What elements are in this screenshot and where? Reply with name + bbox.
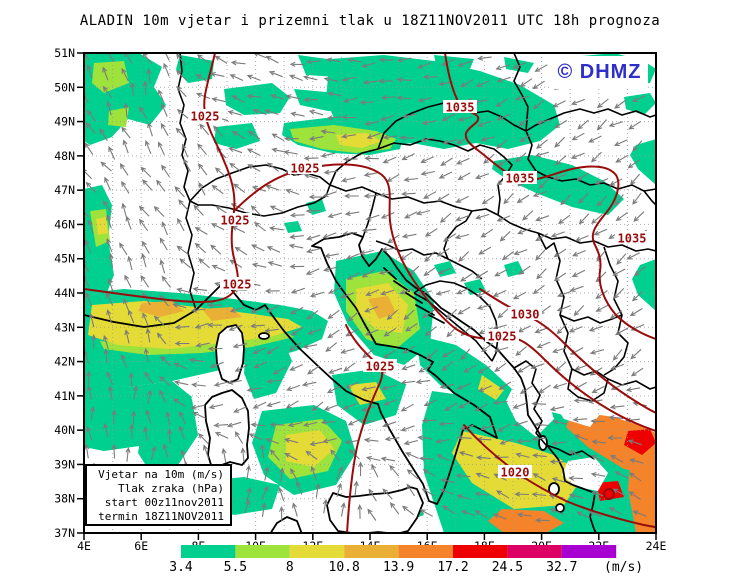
legend-line-termin: termin 18Z11NOV2011 bbox=[98, 510, 224, 523]
colorbar-tick-label: 17.2 bbox=[437, 560, 468, 575]
svg-text:1030: 1030 bbox=[511, 308, 540, 322]
colorbar-segment bbox=[453, 545, 508, 558]
colorbar-segment bbox=[344, 545, 399, 558]
colorbar-segment bbox=[561, 545, 617, 558]
lat-tick-label: 40N bbox=[54, 423, 75, 437]
colorbar-segment bbox=[507, 545, 562, 558]
lat-axis: 51N 50N 49N 48N 47N 46N 45N 44N 43N 42N 41N 40N 39N 3… bbox=[54, 46, 84, 540]
legend-line-pressure: Tlak zraka (hPa) bbox=[118, 482, 224, 495]
svg-text:1025: 1025 bbox=[221, 214, 250, 228]
lat-tick-label: 49N bbox=[54, 115, 75, 129]
lat-tick-label: 37N bbox=[54, 526, 75, 540]
colorbar-unit: (m/s) bbox=[604, 560, 643, 575]
isobar-label: 1035 bbox=[615, 231, 649, 246]
isobar-label: 1035 bbox=[503, 171, 537, 186]
legend-line-start: start 00z11nov2011 bbox=[104, 496, 224, 509]
colorbar-segment bbox=[235, 545, 290, 558]
isobar-label: 1030 bbox=[508, 307, 542, 322]
lat-tick-label: 43N bbox=[54, 320, 75, 334]
lat-tick-label: 41N bbox=[54, 389, 75, 403]
isobar-label: 1020 bbox=[498, 465, 532, 480]
colorbar-tick-label: 32.7 bbox=[546, 560, 577, 575]
lat-tick-label: 39N bbox=[54, 457, 75, 471]
svg-text:1035: 1035 bbox=[446, 101, 475, 115]
page-title: ALADIN 10m vjetar i prizemni tlak u 18Z1… bbox=[79, 13, 661, 29]
legend-line-wind: Vjetar na 10m (m/s) bbox=[98, 468, 224, 481]
isobar-label: 1025 bbox=[363, 359, 397, 374]
colorbar-tick-label: 3.4 bbox=[169, 560, 193, 575]
colorbar-segment bbox=[398, 545, 453, 558]
lat-tick-label: 50N bbox=[54, 80, 75, 94]
dhmz-watermark: © DHMZ bbox=[551, 56, 648, 89]
lon-tick-label: 24E bbox=[646, 539, 667, 553]
svg-text:1025: 1025 bbox=[223, 278, 252, 292]
svg-text:1035: 1035 bbox=[506, 172, 535, 186]
lat-tick-label: 48N bbox=[54, 149, 75, 163]
lat-tick-label: 42N bbox=[54, 355, 75, 369]
colorbar-tick-label: 5.5 bbox=[224, 560, 247, 575]
lon-tick-label: 6E bbox=[134, 539, 148, 553]
colorbar-tick-label: 13.9 bbox=[383, 560, 414, 575]
map-area: 1025 1025 1025 1025 1025 1025 1030 1035 1035 1035… bbox=[84, 53, 656, 533]
wind-speed-shading bbox=[84, 53, 656, 533]
lat-tick-label: 44N bbox=[54, 286, 75, 300]
lat-tick-label: 51N bbox=[54, 46, 75, 60]
colorbar-tick-label: 24.5 bbox=[492, 560, 523, 575]
lat-tick-label: 45N bbox=[54, 252, 75, 266]
isobar-label: 1025 bbox=[220, 277, 254, 292]
lat-tick-label: 46N bbox=[54, 217, 75, 231]
isobar-label: 1025 bbox=[288, 161, 322, 176]
svg-text:1025: 1025 bbox=[366, 360, 395, 374]
isobar-label: 1035 bbox=[443, 100, 477, 115]
svg-text:1025: 1025 bbox=[291, 162, 320, 176]
lat-tick-label: 47N bbox=[54, 183, 75, 197]
svg-text:1025: 1025 bbox=[191, 110, 220, 124]
colorbar-tick-label: 10.8 bbox=[329, 560, 360, 575]
svg-text:1020: 1020 bbox=[501, 466, 530, 480]
legend-info-box: Vjetar na 10m (m/s) Tlak zraka (hPa) sta… bbox=[85, 464, 232, 526]
svg-text:1025: 1025 bbox=[488, 330, 517, 344]
lat-tick-label: 38N bbox=[54, 492, 75, 506]
colorbar-tick-label: 8 bbox=[286, 560, 294, 575]
colorbar-segment bbox=[289, 545, 345, 558]
lon-tick-label: 4E bbox=[77, 539, 91, 553]
svg-text:1035: 1035 bbox=[618, 232, 647, 246]
isobar-label: 1025 bbox=[188, 109, 222, 124]
isobar-label: 1025 bbox=[218, 213, 252, 228]
colorbar-segment bbox=[181, 545, 236, 558]
isobar-label: 1025 bbox=[485, 329, 519, 344]
colorbar: 3.4 5.5 8 10.8 13.9 17.2 24.5 32.7 (m/s) bbox=[169, 545, 643, 575]
